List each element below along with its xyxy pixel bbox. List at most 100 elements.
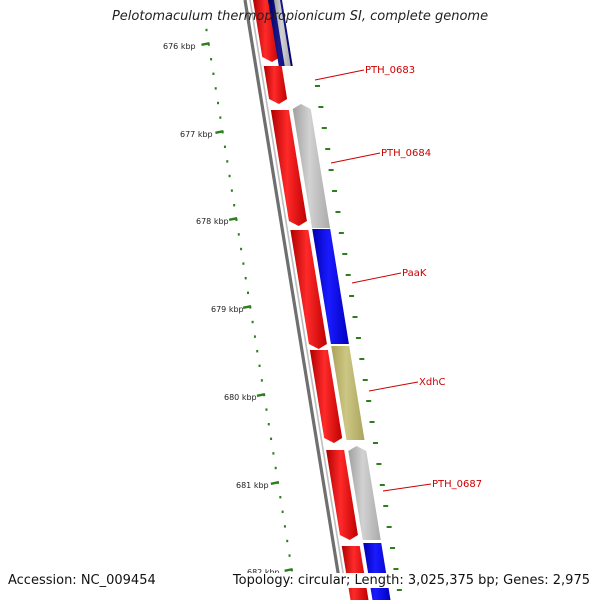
gene-forward-5[interactable] xyxy=(309,350,343,443)
accession-text: Accession: NC_009454 xyxy=(8,573,160,588)
ruler-minor-tick xyxy=(288,554,291,557)
ruler-minor-tick xyxy=(265,408,268,411)
outer-tick xyxy=(376,463,382,465)
gene-label[interactable]: PTH_0684 xyxy=(381,148,431,159)
ruler-major-tick xyxy=(270,481,280,485)
ruler-minor-tick xyxy=(253,335,256,338)
gene-labels: PTH_0683 PTH_0684 PaaK XdhC PTH_0687 xyxy=(314,65,482,492)
gene-reverse-grey-2[interactable] xyxy=(348,446,381,540)
gene-reverse-grey-small[interactable] xyxy=(274,0,291,66)
outer-tick xyxy=(396,589,402,591)
outer-tick xyxy=(379,484,385,486)
ruler-tick-label: 676 kbp xyxy=(163,42,196,51)
outer-tick xyxy=(359,358,365,360)
ruler-minor-tick xyxy=(283,525,286,528)
ruler-tick-label: 679 kbp xyxy=(211,305,244,314)
ruler-minor-tick xyxy=(240,247,243,251)
map-title: Pelotomaculum thermopropionicum SI, comp… xyxy=(111,9,489,24)
gene-forward-6[interactable] xyxy=(326,450,358,540)
ruler-minor-tick xyxy=(279,496,282,499)
outer-tick xyxy=(366,400,372,402)
ruler-minor-tick xyxy=(228,174,231,178)
outer-tick xyxy=(390,547,396,549)
backbone xyxy=(243,0,349,601)
ruler-tick-label: 678 kbp xyxy=(196,217,229,226)
ruler-minor-tick xyxy=(272,452,275,455)
ruler-minor-tick xyxy=(235,218,238,221)
ruler-minor-tick xyxy=(281,510,284,513)
outer-tick xyxy=(386,526,392,528)
ruler-minor-tick xyxy=(244,277,247,280)
ruler-minor-tick xyxy=(223,145,226,148)
gene-label-leader xyxy=(382,483,432,492)
gene-label[interactable]: PTH_0687 xyxy=(432,479,482,490)
ruler-minor-tick xyxy=(214,87,217,90)
outer-tick xyxy=(342,253,348,255)
gene-label[interactable]: XdhC xyxy=(419,377,446,388)
ruler-tick-label: 682 kbp xyxy=(247,568,280,577)
outer-tick xyxy=(345,274,351,276)
outer-tick xyxy=(335,211,341,213)
gene-forward-4[interactable] xyxy=(290,230,327,349)
outer-tick xyxy=(321,127,327,129)
ruler-major-tick xyxy=(228,217,238,221)
ruler-minor-tick xyxy=(226,160,229,163)
ruler-major-tick xyxy=(215,130,224,134)
outer-tick xyxy=(325,148,331,150)
ruler-major-tick xyxy=(242,305,252,309)
outer-tick xyxy=(332,190,338,192)
outer-tick xyxy=(338,232,344,234)
gene-reverse-khaki[interactable] xyxy=(331,346,365,440)
ruler-major-tick xyxy=(201,42,210,46)
gene-track xyxy=(253,0,402,600)
ruler-minor-tick xyxy=(210,58,213,61)
ruler-minor-tick xyxy=(258,364,261,367)
outer-tick xyxy=(355,337,361,339)
ruler-minor-tick xyxy=(237,233,240,236)
ruler-tick-label: 681 kbp xyxy=(236,481,269,490)
gene-forward-3[interactable] xyxy=(270,110,307,226)
outer-tick xyxy=(362,379,368,381)
ruler-minor-tick xyxy=(251,320,254,324)
ruler-minor-tick xyxy=(219,116,222,119)
ruler-tick-label: 680 kbp xyxy=(224,393,257,402)
gene-forward-2[interactable] xyxy=(263,66,288,104)
outer-tick xyxy=(369,421,375,423)
genome-summary-text: Topology: circular; Length: 3,025,375 bp… xyxy=(228,573,590,588)
ruler-minor-tick xyxy=(247,291,250,294)
backbone-line-inner xyxy=(249,0,349,601)
gene-reverse-grey-1[interactable] xyxy=(292,104,331,228)
ruler-minor-tick xyxy=(270,437,273,440)
outer-tick xyxy=(349,295,355,297)
ruler-major-tick xyxy=(256,393,266,397)
ruler-minor-tick xyxy=(267,423,270,426)
ruler-minor-tick xyxy=(207,43,210,46)
ruler: 676 kbp 677 kbp 678 kbp 679 kbp 680 kbp 681 k… xyxy=(163,28,600,601)
outer-tick xyxy=(383,505,389,507)
outer-tick xyxy=(314,85,320,87)
outer-tick xyxy=(352,316,358,318)
gene-label-leader xyxy=(368,381,419,392)
ruler-minor-tick xyxy=(212,72,215,75)
ruler-major-tick xyxy=(284,568,293,572)
outer-tick xyxy=(372,442,378,444)
ruler-minor-tick xyxy=(274,466,277,470)
ruler-minor-tick xyxy=(217,101,220,105)
ruler-tick-label: 677 kbp xyxy=(180,130,213,139)
ruler-minor-tick xyxy=(205,28,208,32)
outer-tick xyxy=(393,568,399,570)
gene-reverse-blue-1[interactable] xyxy=(312,229,349,344)
ruler-minor-tick xyxy=(256,350,259,353)
gene-label[interactable]: PTH_0683 xyxy=(365,65,415,76)
gene-label-leader xyxy=(314,69,365,81)
gene-label-leader xyxy=(330,152,381,164)
ruler-minor-tick xyxy=(233,204,236,207)
backbone-line xyxy=(243,0,345,601)
ruler-minor-tick xyxy=(242,262,245,265)
ruler-minor-tick xyxy=(260,379,263,382)
gene-label[interactable]: PaaK xyxy=(402,268,427,279)
outer-tick xyxy=(318,106,324,108)
outer-tick xyxy=(328,169,334,171)
